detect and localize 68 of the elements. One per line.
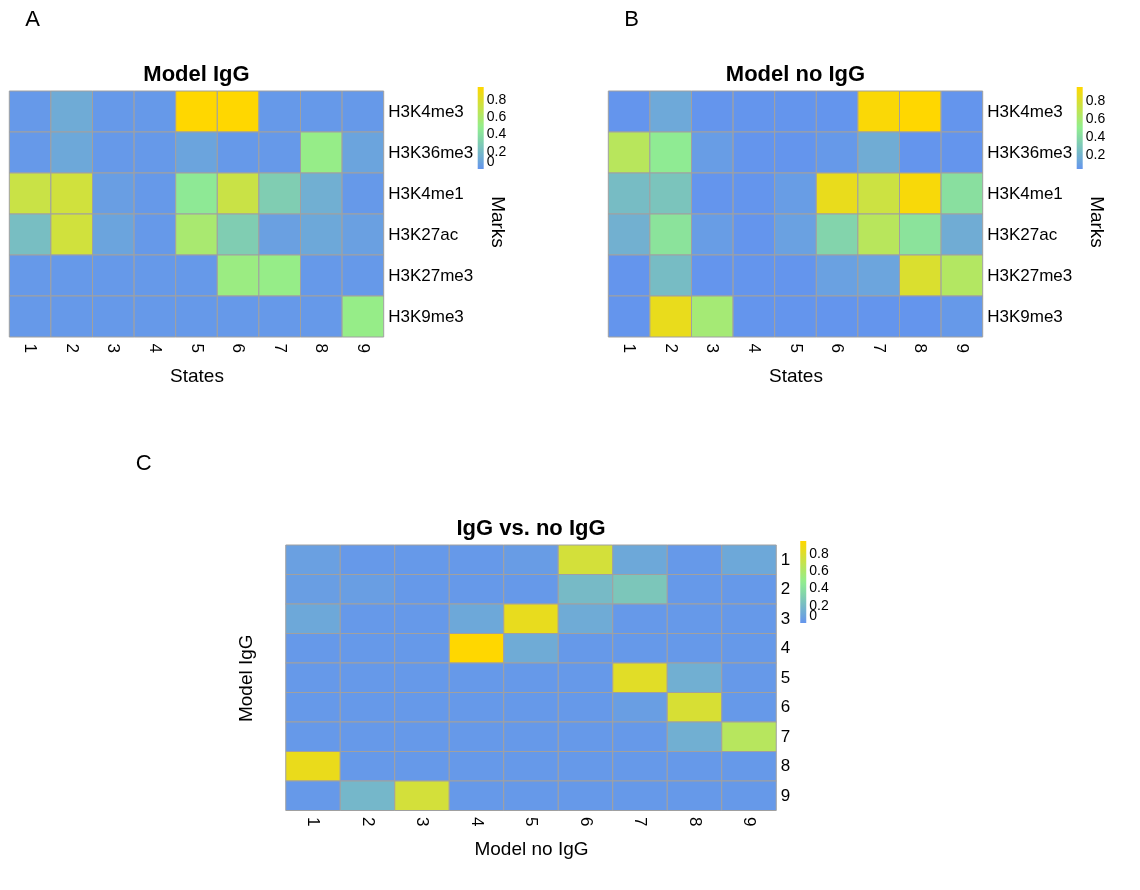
- y-tick-label: H3K36me3: [388, 142, 474, 162]
- x-tick-label: 4: [145, 343, 165, 353]
- y-tick-label: 7: [780, 726, 791, 746]
- color-bar-title: Marks: [487, 196, 509, 248]
- color-bar-label: 0.8: [486, 90, 507, 107]
- y-axis-title: Model IgG: [235, 634, 257, 723]
- y-tick-label: H3K27ac: [987, 224, 1058, 244]
- color-bar-label: 0.4: [486, 125, 507, 142]
- x-tick-label: 2: [358, 817, 378, 827]
- color-bar-label: 0.6: [1085, 109, 1106, 126]
- x-tick-label: 6: [576, 817, 596, 827]
- y-tick-label: 8: [780, 756, 791, 776]
- text: C: [135, 450, 152, 475]
- x-tick-label: 1: [21, 343, 41, 353]
- y-tick-label: H3K4me3: [987, 101, 1063, 121]
- x-tick-label: 5: [187, 343, 207, 353]
- text: A: [25, 6, 41, 31]
- y-tick-label: H3K4me1: [987, 183, 1063, 203]
- y-tick-label: H3K27me3: [388, 265, 474, 285]
- y-tick-label: 5: [780, 667, 791, 687]
- x-axis-title: States: [769, 364, 823, 386]
- color-bar-label: 0.4: [809, 579, 829, 596]
- y-tick-label: 2: [780, 579, 791, 599]
- x-tick-label: 8: [685, 817, 705, 827]
- x-tick-label: 8: [312, 343, 332, 353]
- y-tick-label: H3K9me3: [987, 306, 1063, 326]
- x-tick-label: 8: [911, 343, 931, 353]
- color-bar-label: 0.8: [1085, 91, 1106, 108]
- color-bar-label: 0.6: [486, 108, 507, 125]
- x-tick-label: 7: [869, 343, 889, 353]
- color-bar-label: 0.2: [1085, 145, 1106, 162]
- x-tick-label: 4: [467, 817, 487, 827]
- chart-title: IgG vs. no IgG: [456, 515, 606, 540]
- chart-title: Model IgG: [143, 61, 250, 86]
- y-tick-label: H3K9me3: [388, 306, 464, 326]
- text: B: [624, 6, 639, 31]
- x-tick-label: 6: [229, 343, 249, 353]
- x-tick-label: 3: [703, 343, 723, 353]
- color-bar-label: 0.8: [809, 544, 829, 561]
- x-tick-label: 2: [62, 343, 82, 353]
- x-tick-label: 7: [631, 817, 650, 827]
- x-axis-title: States: [170, 364, 224, 386]
- x-tick-label: 3: [104, 343, 124, 353]
- x-tick-label: 5: [522, 817, 541, 827]
- x-tick-label: 9: [740, 817, 759, 827]
- color-bar-label: 0.4: [1085, 127, 1106, 144]
- x-tick-label: 1: [620, 343, 640, 353]
- y-tick-label: H3K27ac: [388, 224, 459, 244]
- y-tick-label: H3K36me3: [987, 142, 1073, 162]
- y-tick-label: 4: [780, 638, 791, 658]
- chart-title: Model no IgG: [725, 61, 866, 86]
- y-tick-label: 9: [780, 785, 791, 805]
- x-tick-label: 7: [270, 343, 290, 353]
- x-tick-label: 1: [304, 817, 323, 827]
- x-tick-label: 2: [661, 343, 681, 353]
- y-tick-label: H3K4me1: [388, 183, 464, 203]
- color-bar-label: 0.6: [809, 562, 829, 579]
- y-tick-label: 3: [780, 608, 791, 628]
- x-tick-label: 4: [744, 343, 764, 353]
- y-tick-label: H3K27me3: [987, 265, 1073, 285]
- x-axis-title: Model no IgG: [474, 838, 589, 860]
- color-bar-title: Marks: [1086, 196, 1108, 248]
- x-tick-label: 9: [952, 343, 972, 353]
- x-tick-label: 9: [353, 343, 373, 353]
- y-tick-label: 1: [780, 549, 791, 569]
- x-tick-label: 6: [828, 343, 848, 353]
- y-tick-label: H3K4me3: [388, 101, 464, 121]
- y-tick-label: 6: [780, 697, 791, 717]
